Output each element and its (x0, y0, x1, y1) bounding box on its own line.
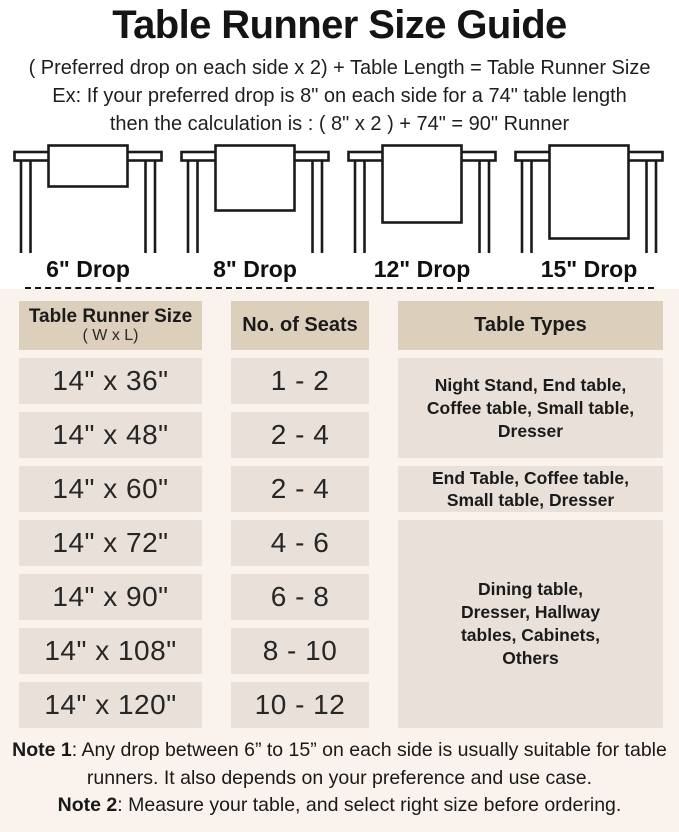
drop-illustration-12: 12" Drop (347, 144, 497, 283)
seats-cell: 6 - 8 (231, 574, 369, 620)
page-title: Table Runner Size Guide (112, 3, 567, 47)
runner-size-cell: 14" x 120" (19, 682, 202, 728)
seats-cell: 10 - 12 (231, 682, 369, 728)
header-runner-size-title: Table Runner Size (28, 306, 193, 327)
note-2-text: : Measure your table, and select right s… (117, 794, 622, 816)
note-1-label: Note 1 (12, 739, 72, 761)
runner-size-cell: 14" x 48" (19, 412, 202, 458)
drop-label: 8" Drop (213, 256, 297, 282)
table-runner-diagram-6-icon (13, 144, 163, 253)
drop-label: 15" Drop (540, 256, 638, 282)
drop-label: 6" Drop (46, 256, 130, 282)
seats-cell: 1 - 2 (231, 358, 369, 404)
runner-size-cell: 14" x 90" (19, 574, 202, 620)
header-seats: No. of Seats (231, 301, 369, 350)
table-types-cell: Dining table, Dresser, Hallway tables, C… (398, 520, 663, 728)
header-runner-size: Table Runner Size ( W x L) (19, 301, 202, 350)
note-1: Note 1: Any drop between 6” to 15” on ea… (2, 737, 677, 792)
header-runner-size-sub: ( W x L) (82, 327, 139, 344)
table-types-cell: Night Stand, End table, Coffee table, Sm… (398, 358, 663, 458)
drop-illustrations: 6" Drop 8" Drop 12" Drop (0, 138, 679, 283)
seats-cell: 4 - 6 (231, 520, 369, 566)
example-line-1: Ex: If your preferred drop is 8" on each… (52, 85, 627, 107)
runner-size-cell: 14" x 60" (19, 466, 202, 512)
note-2: Note 2: Measure your table, and select r… (2, 792, 677, 820)
drop-illustration-6: 6" Drop (13, 144, 163, 283)
drop-illustration-15: 15" Drop (514, 144, 664, 283)
table-types-cell: End Table, Coffee table, Small table, Dr… (398, 466, 663, 512)
size-table: Table Runner Size ( W x L) No. of Seats … (19, 301, 663, 728)
note-1-text: : Any drop between 6” to 15” on each sid… (71, 739, 667, 789)
runner-size-cell: 14" x 72" (19, 520, 202, 566)
runner-rect (47, 144, 129, 188)
runner-size-cell: 14" x 108" (19, 628, 202, 674)
header-table-types: Table Types (398, 301, 663, 350)
runner-rect (548, 144, 630, 240)
runner-rect (214, 144, 296, 212)
note-2-label: Note 2 (57, 794, 118, 816)
table-runner-diagram-8-icon (180, 144, 330, 253)
runner-size-cell: 14" x 36" (19, 358, 202, 404)
table-runner-diagram-12-icon (347, 144, 497, 253)
size-guide-section: Table Runner Size ( W x L) No. of Seats … (0, 289, 679, 832)
example-line-2: then the calculation is : ( 8" x 2 ) + 7… (109, 113, 570, 135)
seats-cell: 2 - 4 (231, 466, 369, 512)
drop-illustration-8: 8" Drop (180, 144, 330, 283)
notes: Note 1: Any drop between 6” to 15” on ea… (0, 737, 679, 820)
divider-dashed-line (25, 287, 654, 289)
runner-rect (381, 144, 463, 224)
drop-label: 12" Drop (373, 256, 471, 282)
seats-cell: 2 - 4 (231, 412, 369, 458)
table-runner-diagram-15-icon (514, 144, 664, 253)
formula-line: ( Preferred drop on each side x 2) + Tab… (28, 57, 651, 79)
guide-header: Table Runner Size Guide ( Preferred drop… (0, 0, 679, 289)
seats-cell: 8 - 10 (231, 628, 369, 674)
